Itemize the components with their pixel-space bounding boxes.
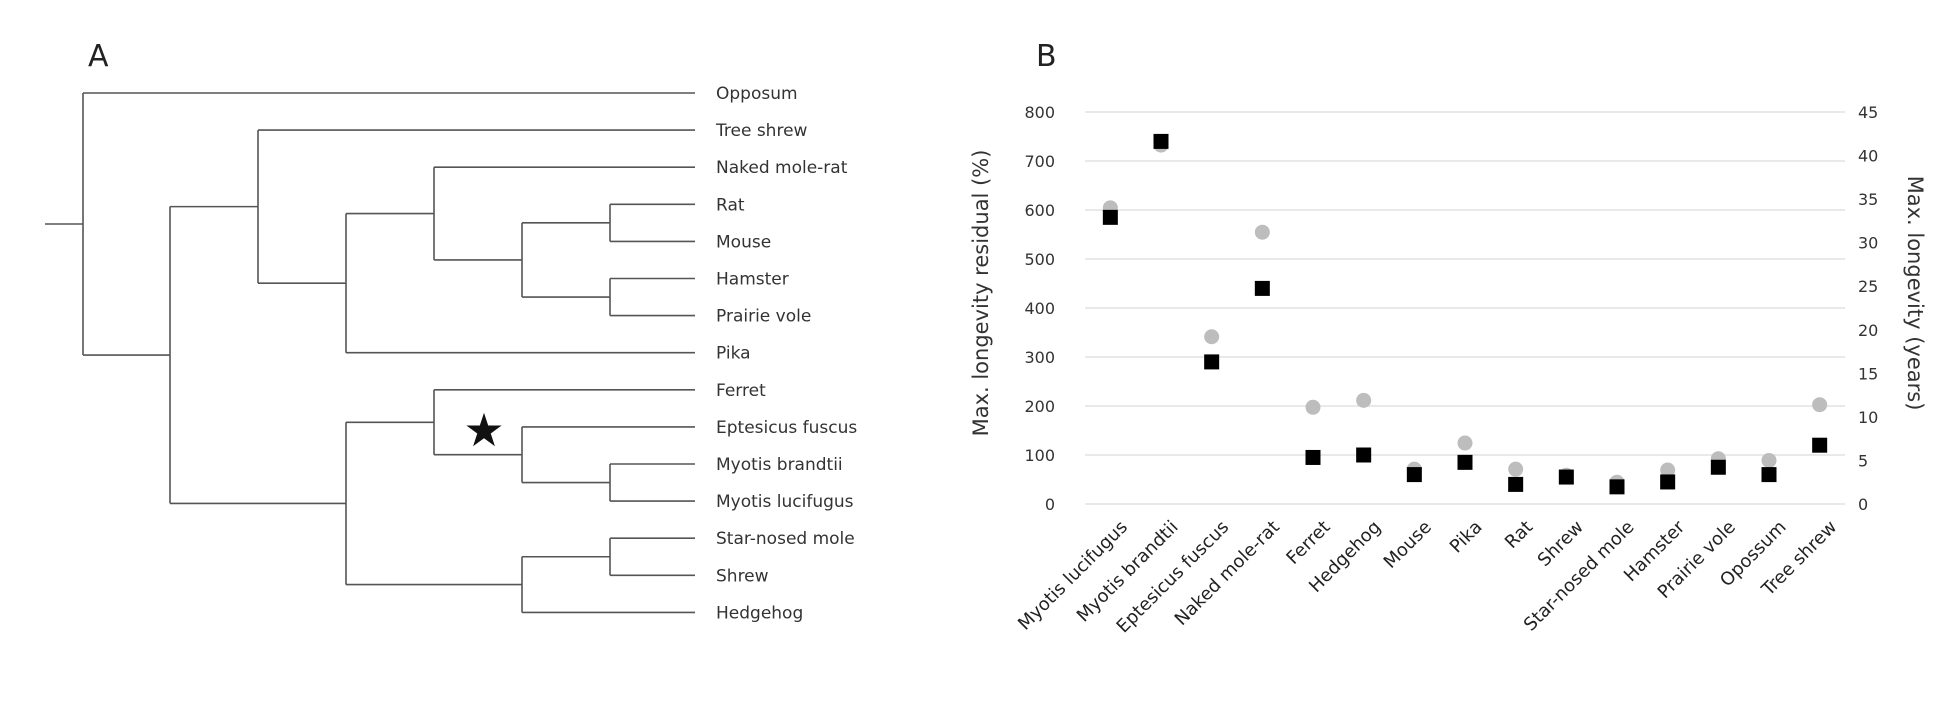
right-tick-label: 40: [1858, 147, 1878, 166]
longevity-residual-point: [1710, 459, 1726, 475]
longevity-residual-point: [1457, 454, 1473, 470]
category-label: Rat: [1501, 517, 1537, 553]
longevity-residual-point: [1609, 479, 1625, 495]
longevity-residual-point: [1558, 469, 1574, 485]
phylogenetic-tree-panel: A Opposum Tree shrew Naked mole-rat Rat Mous…: [45, 39, 857, 623]
right-tick-label: 5: [1858, 451, 1868, 470]
tree-branches: [45, 92, 695, 614]
right-tick-label: 20: [1858, 321, 1878, 340]
tree-leaf-label: Eptesicus fuscus: [716, 418, 857, 438]
left-axis-title: Max. longevity residual (%): [969, 150, 993, 437]
tree-leaf-label: Shrew: [716, 566, 769, 586]
tree-leaf-label: Myotis brandtii: [716, 455, 843, 475]
longevity-residual-point: [1305, 449, 1321, 465]
star-marker-icon: ★: [463, 403, 504, 457]
longevity-residual-point: [1153, 133, 1169, 149]
left-tick-label: 800: [1024, 103, 1055, 122]
longevity-residual-point: [1406, 467, 1422, 483]
right-axis-title: Max. longevity (years): [1903, 176, 1927, 411]
tree-leaf-label: Star-nosed mole: [716, 529, 855, 549]
panel-b-label: B: [1036, 39, 1057, 74]
tree-leaf-label: Tree shrew: [715, 121, 808, 141]
tree-leaf-label: Hedgehog: [716, 603, 803, 623]
right-tick-label: 30: [1858, 234, 1878, 253]
right-tick-label: 15: [1858, 364, 1878, 383]
left-tick-label: 300: [1024, 348, 1055, 367]
longevity-years-point: [1305, 399, 1321, 415]
tree-leaf-label: Pika: [716, 344, 751, 364]
right-tick-label: 35: [1858, 190, 1878, 209]
tree-leaf-label: Rat: [716, 195, 745, 215]
category-label: Mouse: [1380, 517, 1436, 573]
tree-leaf-label: Prairie vole: [716, 307, 811, 327]
longevity-years-point: [1204, 329, 1220, 345]
left-tick-label: 700: [1024, 152, 1055, 171]
left-tick-label: 100: [1024, 446, 1055, 465]
tree-leaf-label: Hamster: [716, 270, 789, 290]
right-axis-ticks: 0 5 10 15 20 25 30 35 40 45: [1858, 103, 1878, 514]
left-axis-ticks: 0 100 200 300 400 500 600 700 800: [1024, 103, 1055, 514]
longevity-years-point: [1254, 224, 1270, 240]
tree-leaf-label: Opposum: [716, 84, 798, 104]
longevity-residual-point: [1761, 467, 1777, 483]
left-tick-label: 0: [1045, 495, 1055, 514]
tree-leaf-label: Mouse: [716, 232, 771, 252]
tree-leaf-label: Naked mole-rat: [716, 158, 848, 178]
left-tick-label: 500: [1024, 250, 1055, 269]
right-tick-label: 10: [1858, 408, 1878, 427]
panel-a-label: A: [88, 39, 109, 74]
right-tick-label: 0: [1858, 495, 1868, 514]
right-tick-label: 45: [1858, 103, 1878, 122]
longevity-years-point: [1812, 397, 1828, 413]
tree-leaf-labels: Opposum Tree shrew Naked mole-rat Rat Mouse H…: [715, 84, 857, 623]
longevity-residual-series: [1102, 133, 1828, 495]
longevity-years-point: [1660, 462, 1676, 478]
longevity-residual-point: [1254, 280, 1270, 296]
left-tick-label: 600: [1024, 201, 1055, 220]
longevity-years-point: [1761, 452, 1777, 468]
longevity-years-series: [1102, 137, 1828, 490]
longevity-residual-point: [1508, 476, 1524, 492]
longevity-years-point: [1457, 435, 1473, 451]
longevity-chart-panel: B 0 100 200 300 400 500 600 700 800 0 5 10 15 20 25 30…: [969, 39, 1927, 637]
longevity-residual-point: [1356, 447, 1372, 463]
longevity-years-point: [1508, 461, 1524, 477]
longevity-residual-point: [1812, 437, 1828, 453]
longevity-residual-point: [1204, 354, 1220, 370]
left-tick-label: 200: [1024, 397, 1055, 416]
longevity-residual-point: [1102, 209, 1118, 225]
tree-leaf-label: Ferret: [716, 381, 766, 401]
tree-leaf-label: Myotis lucifugus: [716, 492, 854, 512]
longevity-residual-point: [1660, 474, 1676, 490]
category-label: Pika: [1446, 517, 1487, 558]
left-tick-label: 400: [1024, 299, 1055, 318]
right-tick-label: 25: [1858, 277, 1878, 296]
longevity-years-point: [1356, 392, 1372, 408]
